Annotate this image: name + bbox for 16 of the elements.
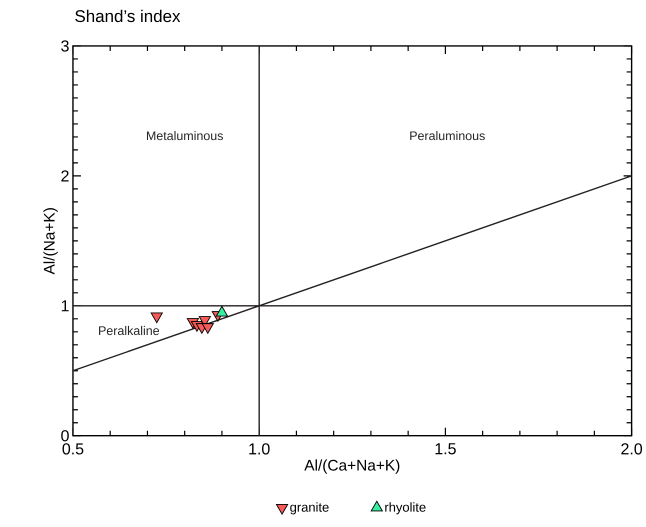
legend-label: granite bbox=[290, 502, 329, 514]
chart-title: Shand’s index bbox=[75, 10, 180, 22]
x-tick-label: 2.0 bbox=[621, 443, 642, 455]
y-axis-title: Al/(Na+K) bbox=[43, 208, 58, 275]
x-tick-label: 1.5 bbox=[436, 443, 456, 455]
y-tick-label: 0 bbox=[61, 430, 69, 442]
annotation: Peralkaline bbox=[99, 326, 160, 336]
x-axis-title: Al/(Ca+Na+K) bbox=[304, 460, 400, 474]
annotation: Metaluminous bbox=[146, 131, 223, 140]
x-tick-label: 0.5 bbox=[62, 443, 84, 455]
y-tick-label: 2 bbox=[61, 170, 69, 182]
y-tick-label: 1 bbox=[62, 300, 69, 312]
x-tick-label: 1.0 bbox=[249, 443, 270, 455]
y-tick-label: 3 bbox=[61, 40, 69, 52]
legend-label: rhyolite bbox=[385, 502, 426, 514]
annotation: Peraluminous bbox=[410, 131, 485, 140]
